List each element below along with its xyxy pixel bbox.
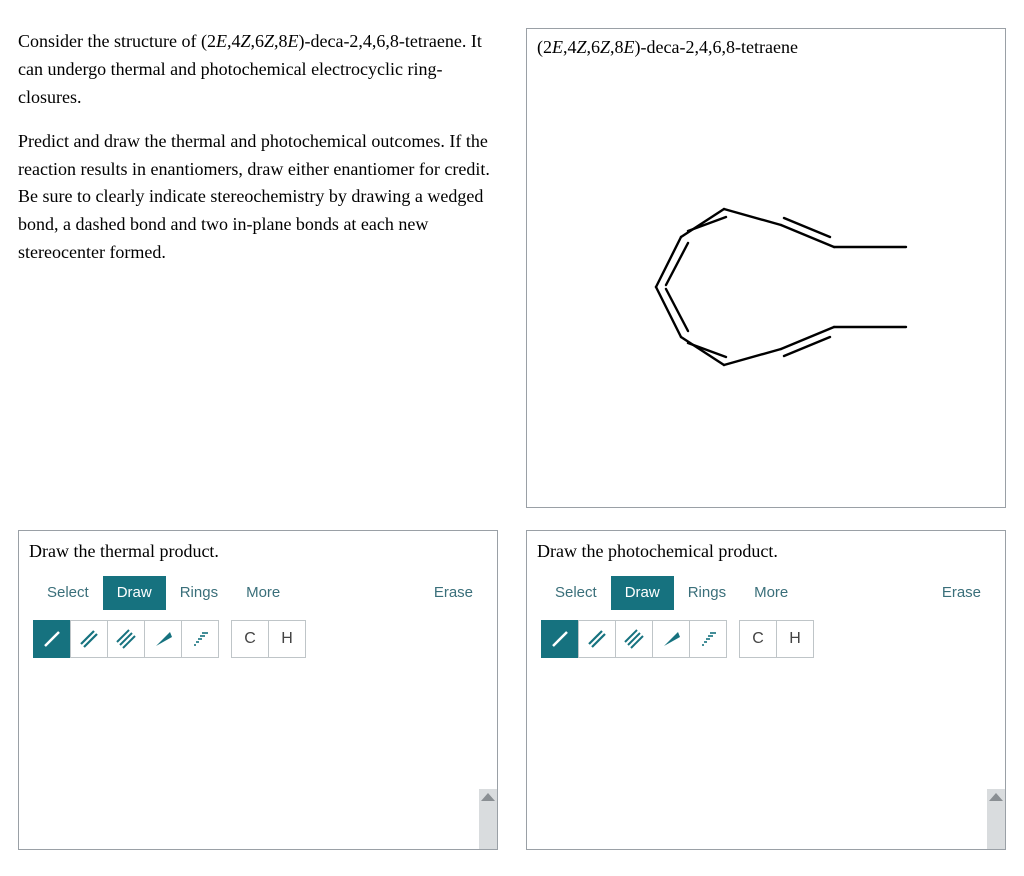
tab-more[interactable]: More bbox=[740, 576, 802, 610]
atom-h[interactable]: H bbox=[268, 620, 306, 658]
bond-triple[interactable] bbox=[615, 620, 653, 658]
tab-draw[interactable]: Draw bbox=[611, 576, 674, 610]
erase-button[interactable]: Erase bbox=[932, 576, 991, 610]
bond-triple[interactable] bbox=[107, 620, 145, 658]
question-para-1: Consider the structure of (2E,4Z,6Z,8E)-… bbox=[18, 28, 498, 112]
thermal-tool-row: C H bbox=[19, 610, 497, 658]
photo-drawer: Draw the photochemical product. Select D… bbox=[526, 530, 1006, 850]
atom-h[interactable]: H bbox=[776, 620, 814, 658]
bond-hash[interactable] bbox=[689, 620, 727, 658]
molecule-diagram bbox=[606, 177, 926, 397]
photo-tabs-row: Select Draw Rings More Erase bbox=[527, 576, 1005, 610]
bond-double[interactable] bbox=[578, 620, 616, 658]
tab-select[interactable]: Select bbox=[541, 576, 611, 610]
atom-c[interactable]: C bbox=[739, 620, 777, 658]
photo-tool-row: C H bbox=[527, 610, 1005, 658]
bond-wedge[interactable] bbox=[144, 620, 182, 658]
tab-rings[interactable]: Rings bbox=[166, 576, 232, 610]
atom-c[interactable]: C bbox=[231, 620, 269, 658]
tab-select[interactable]: Select bbox=[33, 576, 103, 610]
tab-draw[interactable]: Draw bbox=[103, 576, 166, 610]
thermal-title: Draw the thermal product. bbox=[19, 531, 497, 576]
bond-wedge[interactable] bbox=[652, 620, 690, 658]
photo-title: Draw the photochemical product. bbox=[527, 531, 1005, 576]
thermal-tabs-row: Select Draw Rings More Erase bbox=[19, 576, 497, 610]
question-para-2: Predict and draw the thermal and photoch… bbox=[18, 128, 498, 267]
tab-more[interactable]: More bbox=[232, 576, 294, 610]
scrollbar[interactable] bbox=[479, 789, 497, 849]
bond-single[interactable] bbox=[33, 620, 71, 658]
erase-button[interactable]: Erase bbox=[424, 576, 483, 610]
structure-title: (2E,4Z,6Z,8E)-deca-2,4,6,8-tetraene bbox=[537, 37, 995, 58]
bond-single[interactable] bbox=[541, 620, 579, 658]
bond-hash[interactable] bbox=[181, 620, 219, 658]
thermal-drawer: Draw the thermal product. Select Draw Ri… bbox=[18, 530, 498, 850]
tab-rings[interactable]: Rings bbox=[674, 576, 740, 610]
structure-panel: (2E,4Z,6Z,8E)-deca-2,4,6,8-tetraene bbox=[526, 28, 1006, 508]
bond-double[interactable] bbox=[70, 620, 108, 658]
question-text: Consider the structure of (2E,4Z,6Z,8E)-… bbox=[18, 28, 498, 508]
scrollbar[interactable] bbox=[987, 789, 1005, 849]
